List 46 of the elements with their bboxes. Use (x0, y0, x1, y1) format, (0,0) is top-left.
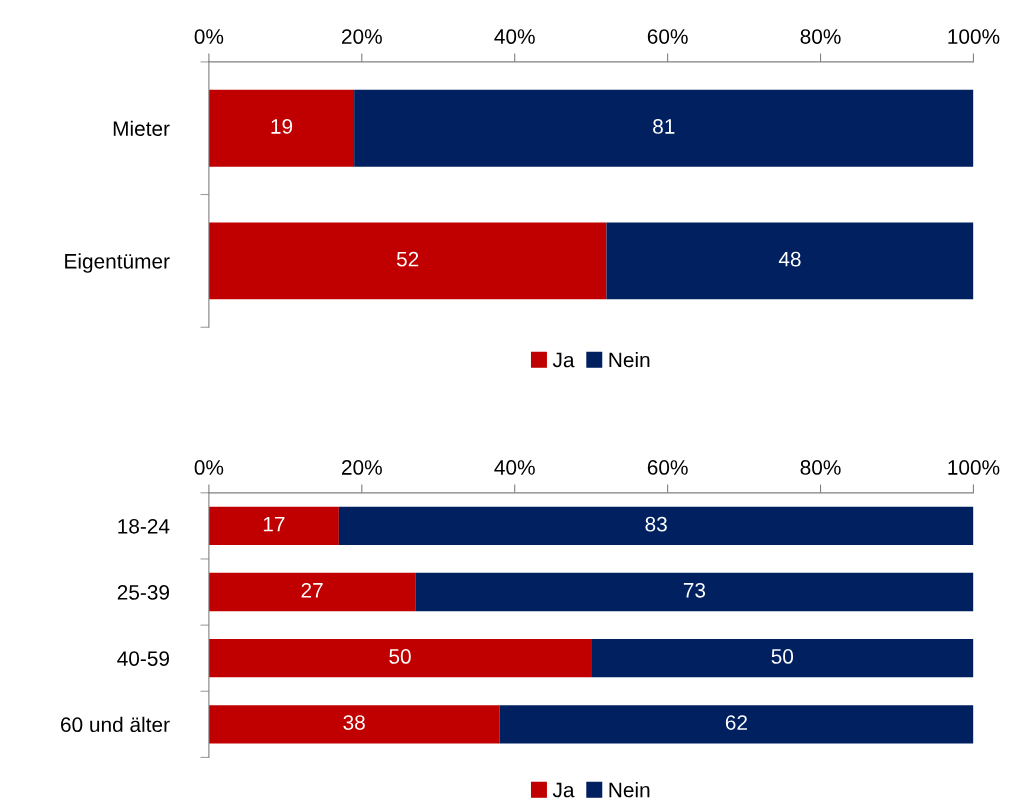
y-tick-label: Mieter (113, 120, 170, 136)
data-label: 48 (778, 251, 801, 267)
y-tick-label: 18-24 (118, 518, 170, 534)
x-tick-label: 80% (800, 460, 841, 475)
data-label: 17 (263, 516, 285, 532)
bar (208, 506, 339, 546)
data-label: 27 (301, 582, 323, 598)
y-tick-label: 60 und älter (61, 716, 170, 733)
bar (606, 222, 974, 300)
data-label: 62 (725, 715, 747, 730)
legend-label: Ja (552, 782, 575, 798)
bar (499, 705, 974, 744)
bar (208, 222, 607, 300)
data-label: 19 (271, 119, 293, 134)
bar (591, 639, 974, 678)
data-label: 83 (645, 516, 667, 532)
x-tick-label: 20% (342, 460, 382, 475)
bar (338, 506, 974, 546)
bar (415, 572, 974, 612)
data-label: 52 (396, 251, 419, 267)
data-label: 50 (389, 649, 411, 664)
legend-label: Nein (609, 782, 650, 798)
data-label: 50 (771, 649, 794, 664)
y-tick-label: Eigentümer (65, 253, 170, 273)
x-tick-label: 100% (948, 29, 1000, 44)
data-label: 73 (683, 582, 706, 598)
x-tick-label: 80% (800, 29, 841, 44)
bar (208, 572, 416, 612)
y-tick-label: 25-39 (117, 585, 170, 600)
y-tick-label: 40-59 (117, 651, 170, 666)
x-tick-label: 40% (494, 460, 535, 475)
x-tick-label: 20% (342, 29, 382, 44)
legend-label: Nein (609, 352, 650, 368)
data-label: 38 (343, 715, 365, 730)
bar (354, 89, 974, 167)
bar (208, 89, 355, 167)
data-label: 81 (653, 119, 675, 134)
bar (208, 705, 500, 744)
x-tick-label: 60% (647, 29, 688, 44)
x-tick-label: 40% (494, 29, 535, 44)
x-tick-label: 0% (194, 460, 224, 475)
legend-label: Ja (552, 352, 575, 368)
x-tick-label: 60% (647, 460, 688, 475)
bar (208, 639, 592, 678)
x-tick-label: 100% (948, 460, 1000, 475)
x-tick-label: 0% (194, 29, 224, 44)
